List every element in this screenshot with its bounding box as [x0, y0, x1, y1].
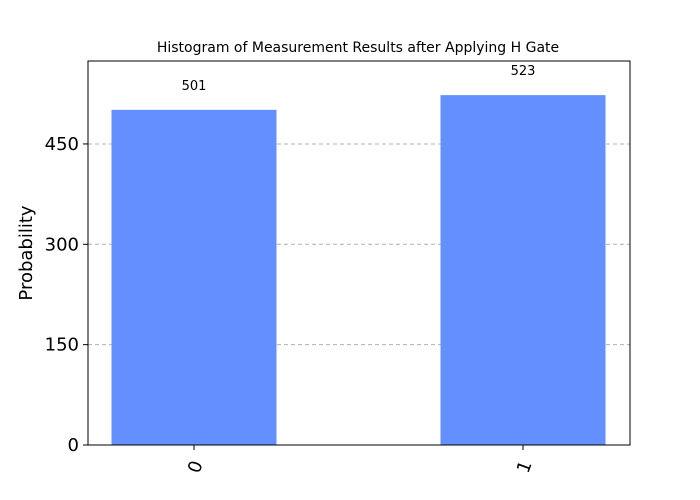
y-axis-ticks: 0 150 300 450	[45, 134, 88, 456]
y-tick-label: 450	[45, 134, 79, 155]
y-tick-label: 300	[45, 234, 79, 255]
x-tick-label: 0	[184, 458, 208, 476]
data-label-1: 523	[511, 64, 536, 79]
x-tick-label: 1	[513, 458, 537, 476]
chart-title: Histogram of Measurement Results after A…	[157, 40, 559, 56]
data-label-0: 501	[182, 79, 207, 94]
data-labels: 501 523	[182, 64, 536, 94]
bars	[111, 95, 606, 445]
y-axis-label: Probability	[16, 205, 37, 300]
bar-0	[111, 109, 277, 445]
bar-1	[440, 95, 606, 445]
y-tick-label: 0	[68, 435, 79, 456]
y-tick-label: 150	[45, 335, 79, 356]
plot-frame	[87, 60, 631, 446]
